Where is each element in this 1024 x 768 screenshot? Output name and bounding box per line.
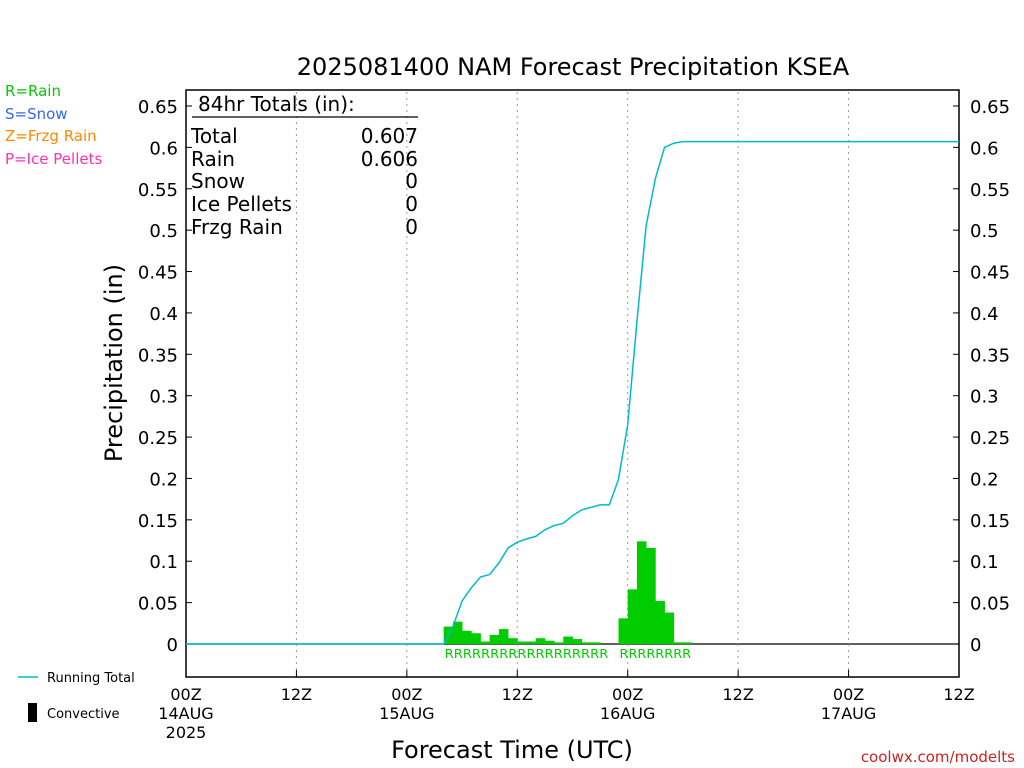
convective-legend-swatch [28, 703, 37, 722]
totals-label-freezing-rain: Frzg Rain [191, 215, 283, 239]
rain-bar [572, 639, 583, 644]
y-axis-label: Precipitation (in) [100, 264, 128, 462]
y-tick-label-left: 0.55 [138, 180, 178, 201]
totals-value-snow: 0 [405, 169, 418, 193]
plot-frame [185, 89, 960, 678]
x-tick-label: 00Z [612, 685, 643, 704]
rain-bar [544, 640, 555, 644]
totals-label-snow: Snow [191, 169, 245, 193]
y-tick-label-right: 0.2 [970, 469, 999, 490]
totals-value-rain: 0.606 [361, 147, 418, 171]
rain-bar [673, 642, 684, 644]
rain-bar [452, 621, 463, 644]
totals-box: 84hr Totals (in): Total 0.607 Rain 0.606… [190, 92, 418, 239]
rain-bar [563, 636, 573, 644]
chart-title: 2025081400 NAM Forecast Precipitation KS… [297, 53, 850, 81]
rain-bar [517, 641, 527, 644]
x-tick-label: 12Z [722, 685, 753, 704]
legend-rain: R=Rain [5, 82, 61, 100]
y-tick-label-right: 0.6 [970, 138, 999, 159]
precip-type-label: RRRRRRRRRRRRRRRRRR [445, 647, 609, 661]
y-tick-label-left: 0.35 [138, 345, 178, 366]
y-axis-left: 0 0.05 0.1 0.15 0.2 0.25 0.3 0.35 0.4 0.45 0.5 0.55… [138, 97, 192, 656]
y-tick-label-left: 0.65 [138, 97, 178, 118]
rain-bar [508, 638, 518, 644]
totals-value-ice-pellets: 0 [405, 192, 418, 216]
y-axis-right: 0 0.05 0.1 0.15 0.2 0.25 0.3 0.35 0.4 0.45 0.5 0.55… [953, 97, 1010, 656]
x-tick-date: 14AUG [158, 704, 213, 723]
y-tick-label-right: 0.05 [970, 594, 1010, 615]
legend-freezing-rain: Z=Frzg Rain [5, 127, 97, 145]
y-tick-label-left: 0 [167, 635, 178, 656]
y-tick-label-right: 0.45 [970, 263, 1010, 284]
y-tick-label-left: 0.6 [149, 138, 178, 159]
footer-credit: coolwx.com/modelts [861, 748, 1015, 766]
x-tick-label: 12Z [281, 685, 312, 704]
rain-bar [682, 642, 693, 644]
x-tick-date: 15AUG [379, 704, 434, 723]
running-total-line [186, 140, 959, 645]
rain-bar [590, 642, 601, 644]
rain-bar [554, 642, 564, 644]
totals-header: 84hr Totals (in): [198, 92, 355, 116]
rain-bar [618, 618, 629, 644]
x-tick-label: 00Z [833, 685, 864, 704]
legend-running-total: Running Total [47, 671, 135, 686]
y-tick-label-right: 0.35 [970, 345, 1010, 366]
rain-bar [535, 638, 546, 644]
x-tick-year: 2025 [166, 723, 207, 742]
y-tick-label-left: 0.2 [149, 469, 178, 490]
legend-ice-pellets: P=Ice Pellets [5, 150, 102, 168]
rain-bar [655, 600, 665, 644]
precip-type-labels: RRRRRRRRRRRRRRRRRR RRRRRRRR [445, 647, 691, 661]
totals-label-ice-pellets: Ice Pellets [191, 192, 292, 216]
x-tick-label: 00Z [391, 685, 422, 704]
x-axis-label: Forecast Time (UTC) [391, 736, 633, 764]
y-tick-label-right: 0.25 [970, 428, 1010, 449]
y-tick-label-left: 0.25 [138, 428, 178, 449]
totals-value-total: 0.607 [361, 124, 418, 148]
y-tick-label-left: 0.4 [149, 304, 178, 325]
x-tick-date: 16AUG [600, 704, 655, 723]
totals-label-rain: Rain [191, 147, 235, 171]
rain-bar [526, 641, 537, 644]
rain-bar [462, 630, 472, 644]
rain-bar [636, 541, 647, 644]
y-tick-label-right: 0.5 [970, 221, 999, 242]
y-tick-label-right: 0.55 [970, 180, 1010, 201]
y-tick-label-left: 0.15 [138, 511, 178, 532]
y-tick-label-left: 0.5 [149, 221, 178, 242]
y-tick-label-right: 0.3 [970, 387, 999, 408]
rain-bar [489, 634, 500, 644]
rain-bar [627, 589, 638, 644]
rain-bar [480, 641, 491, 644]
y-tick-label-left: 0.3 [149, 387, 178, 408]
x-tick-label: 12Z [502, 685, 533, 704]
y-tick-label-left: 0.05 [138, 594, 178, 615]
totals-label-total: Total [190, 124, 238, 148]
legend-snow: S=Snow [5, 105, 68, 123]
y-tick-label-right: 0.1 [970, 552, 999, 573]
y-tick-label-left: 0.1 [149, 552, 178, 573]
y-tick-label-left: 0.45 [138, 263, 178, 284]
y-tick-label-right: 0.4 [970, 304, 999, 325]
precip-type-label: RRRRRRRR [620, 647, 692, 661]
x-tick-label: 00Z [170, 685, 201, 704]
rain-bar [646, 547, 656, 644]
grid-lines [186, 92, 959, 676]
y-tick-label-right: 0.65 [970, 97, 1010, 118]
rain-bar [498, 629, 509, 644]
totals-value-freezing-rain: 0 [405, 215, 418, 239]
rain-bar [581, 642, 592, 644]
x-tick-date: 17AUG [821, 704, 876, 723]
rain-bar [664, 612, 675, 644]
y-tick-label-right: 0 [970, 635, 981, 656]
rain-bars [443, 541, 693, 644]
rain-bar [471, 633, 481, 644]
x-tick-label: 12Z [943, 685, 974, 704]
legend-convective: Convective [47, 707, 120, 722]
y-tick-label-right: 0.15 [970, 511, 1010, 532]
